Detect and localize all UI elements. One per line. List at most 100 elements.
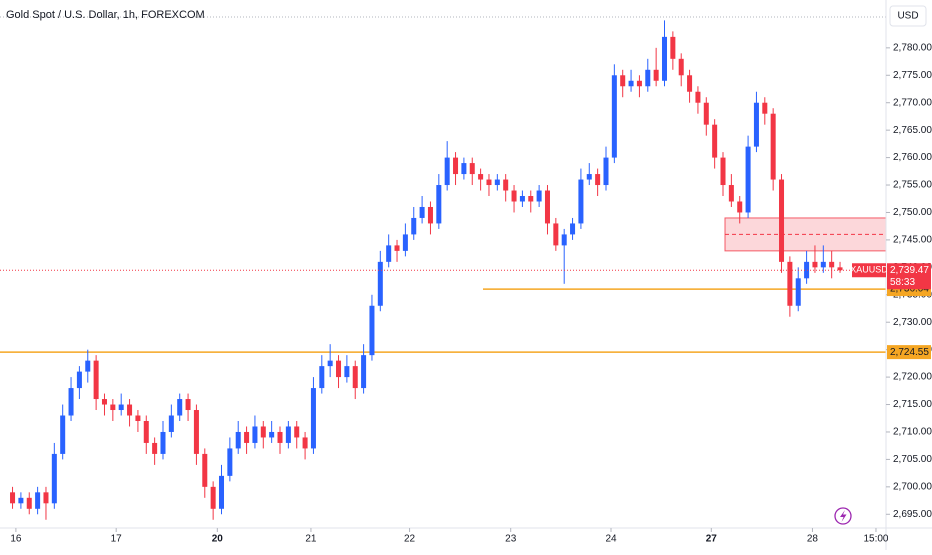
candle-body <box>361 355 367 389</box>
x-tick-label: 20 <box>212 534 224 545</box>
candle-body <box>26 497 32 509</box>
candle-body <box>628 80 634 87</box>
candle-body <box>143 420 149 443</box>
candle-body <box>636 80 642 87</box>
candle-body <box>737 201 743 213</box>
candle-body <box>795 278 801 306</box>
candle-body <box>68 388 74 416</box>
replay-icon[interactable] <box>834 507 852 525</box>
candle-body <box>570 223 576 235</box>
candle-body <box>494 179 500 186</box>
candle-body <box>218 475 225 509</box>
last-price-bg <box>887 263 931 290</box>
candle-body <box>645 69 651 87</box>
candle-body <box>369 305 375 356</box>
candle-body <box>152 442 158 454</box>
candle-body <box>419 206 425 218</box>
y-tick-label: 2,715.00 <box>893 399 932 410</box>
candle-body <box>595 174 601 186</box>
y-tick-label: 2,780.00 <box>893 42 932 53</box>
candle-body <box>110 404 116 411</box>
candle-body <box>118 404 124 411</box>
candle-body <box>511 190 517 202</box>
candle-body <box>720 157 726 186</box>
candle-body <box>43 492 49 504</box>
candle-body <box>294 426 300 438</box>
x-tick-label: 27 <box>706 534 718 545</box>
candle-body <box>661 36 668 81</box>
candle-body <box>478 174 484 180</box>
x-tick-label: 24 <box>605 534 617 545</box>
y-tick-label: 2,720.00 <box>893 372 932 383</box>
candle-body <box>695 91 701 103</box>
candle-body <box>411 217 417 235</box>
candle-body <box>653 69 659 81</box>
y-tick-label: 2,760.00 <box>893 152 932 163</box>
price-label: 2,724.55 <box>890 347 929 358</box>
candle-body <box>377 261 383 306</box>
candle-body <box>837 267 843 271</box>
candle-body <box>829 261 835 268</box>
candle-body <box>436 185 442 224</box>
candle-body <box>687 75 693 92</box>
candle-body <box>386 245 392 262</box>
candle-body <box>453 157 459 175</box>
currency[interactable]: USD <box>897 11 918 22</box>
y-tick-label: 2,705.00 <box>893 454 932 465</box>
candle-body <box>812 261 818 268</box>
candle-body <box>269 431 275 438</box>
candle-body <box>469 163 475 175</box>
y-tick-label: 2,770.00 <box>893 97 932 108</box>
chart-title: Gold Spot / U.S. Dollar, 1h, FOREXCOM <box>6 9 205 21</box>
candle-body <box>444 157 450 186</box>
candle-body <box>235 431 241 449</box>
candle-body <box>745 146 751 213</box>
y-tick-label: 2,765.00 <box>893 125 932 136</box>
candle-body <box>611 75 617 158</box>
x-tick-label: 28 <box>807 534 819 545</box>
candle-body <box>135 415 141 421</box>
candle-body <box>536 190 542 202</box>
candle-body <box>544 190 550 224</box>
candle-body <box>703 102 709 125</box>
candle-body <box>762 102 768 114</box>
candle-body <box>779 179 785 262</box>
x-tick-label: 21 <box>305 534 317 545</box>
candle-body <box>670 36 676 59</box>
candle-body <box>578 179 584 224</box>
candle-body <box>210 486 216 509</box>
candle-body <box>528 196 534 202</box>
x-tick-label: 17 <box>111 534 123 545</box>
candle-body <box>753 102 759 147</box>
x-tick-label: 15:00 <box>863 534 888 545</box>
candle-body <box>160 431 166 454</box>
candle-body <box>327 360 333 367</box>
candle-body <box>620 75 626 87</box>
candle-body <box>603 157 609 186</box>
candle-body <box>787 261 793 306</box>
price-label-bg <box>887 345 931 360</box>
countdown: 58:33 <box>890 277 915 288</box>
symbol-tag-bg <box>852 263 886 278</box>
y-tick-label: 2,750.00 <box>893 207 932 218</box>
x-tick-label: 22 <box>404 534 416 545</box>
candle-body <box>553 223 559 246</box>
candle-body <box>820 261 826 268</box>
y-tick-label: 2,700.00 <box>893 481 932 492</box>
y-tick-label: 2,710.00 <box>893 427 932 438</box>
last-price-label: 2,739.47 <box>890 265 929 276</box>
candle-body <box>227 448 233 476</box>
currency-button[interactable] <box>889 5 927 27</box>
candle-body <box>193 410 199 454</box>
candle-body <box>93 360 99 400</box>
y-tick-label: 2,695.00 <box>893 509 932 520</box>
candle-body <box>260 426 266 438</box>
candle-body <box>177 399 183 416</box>
candle-body <box>344 366 350 378</box>
candle-body <box>561 234 567 246</box>
y-tick-label: 2,755.00 <box>893 180 932 191</box>
candle-body <box>51 453 57 504</box>
candle-body <box>277 431 283 443</box>
